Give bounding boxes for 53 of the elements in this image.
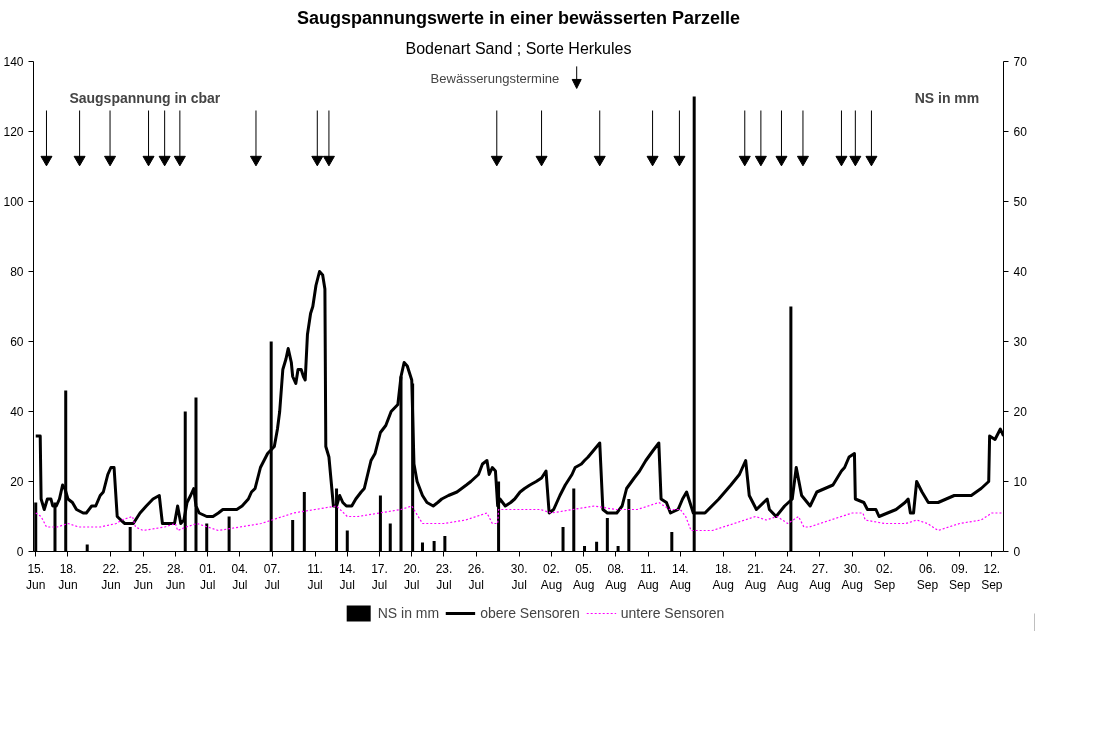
x-tick-label: 14. Aug [669, 561, 691, 593]
y-tick-label: 60 [10, 335, 24, 349]
y2-axis-title: NS in mm [914, 90, 980, 107]
legend-label: obere Sensoren [480, 605, 580, 621]
chart-subtitle: Bodenart Sand ; Sorte Herkules [405, 39, 632, 57]
y2-tick-label: 50 [1013, 195, 1028, 209]
x-tick-label: 14. Jul [338, 561, 356, 593]
y2-tick-label: 10 [1013, 475, 1028, 489]
y-tick-label: 20 [10, 475, 24, 489]
x-tick-label: 21. Aug [744, 561, 767, 593]
legend-label: untere Sensoren [620, 605, 725, 621]
y2-tick-label: 70 [1013, 55, 1028, 69]
y-tick-label: 100 [3, 195, 24, 209]
x-tick-label: 17. Jul [371, 561, 388, 593]
y-tick-label: 120 [3, 125, 24, 139]
y-tick-label: 40 [10, 405, 24, 419]
x-tick-label: 25. Jun [133, 561, 153, 593]
x-tick-label: 02. Sep [873, 561, 896, 593]
y2-tick-label: 60 [1013, 125, 1028, 139]
y2-tick-label: 40 [1013, 265, 1028, 279]
y2-tick-label: 0 [1013, 545, 1021, 559]
x-tick-label: 18. Jun [58, 561, 78, 593]
x-tick-label: 23. Jul [435, 561, 453, 593]
x-tick-label: 09. Sep [948, 561, 971, 593]
x-tick-label: 04. Jul [231, 561, 249, 593]
x-tick-label: 24. Aug [777, 561, 799, 593]
x-tick-label: 26. Jul [467, 561, 485, 593]
x-tick-label: 11. Jul [307, 561, 323, 593]
y-tick-label: 140 [3, 55, 24, 69]
x-tick-label: 05. Aug [572, 561, 595, 593]
x-tick-label: 30. Aug [841, 561, 863, 593]
x-tick-label: 30. Jul [510, 561, 528, 593]
x-tick-label: 18. Aug [712, 561, 734, 593]
x-tick-label: 01. Jul [199, 561, 216, 593]
y2-tick-label: 20 [1013, 405, 1028, 419]
y-axis-title: Saugspannung in cbar [69, 90, 221, 107]
x-tick-label: 06. Sep [916, 561, 939, 593]
x-tick-label: 07. Jul [263, 561, 281, 593]
x-tick-label: 08. Aug [605, 561, 627, 593]
x-tick-label: 27. Aug [809, 561, 831, 593]
legend-label: NS in mm [377, 605, 440, 621]
y-tick-label: 0 [16, 545, 24, 559]
x-tick-label: 15. Jun [26, 561, 46, 593]
x-tick-label: 28. Jun [165, 561, 186, 593]
x-tick-label: 02. Aug [540, 561, 563, 593]
annotation: Bewässerungstermine [430, 71, 560, 87]
x-tick-label: 20. Jul [403, 561, 421, 593]
x-tick-label: 11. Aug [637, 561, 659, 593]
y2-tick-label: 30 [1013, 335, 1028, 349]
y-tick-label: 80 [10, 265, 24, 279]
x-tick-label: 12. Sep [981, 561, 1003, 593]
x-tick-label: 22. Jun [101, 561, 121, 593]
chart-title: Saugspannungswerte in einer bewässerten Parzelle [296, 7, 741, 28]
